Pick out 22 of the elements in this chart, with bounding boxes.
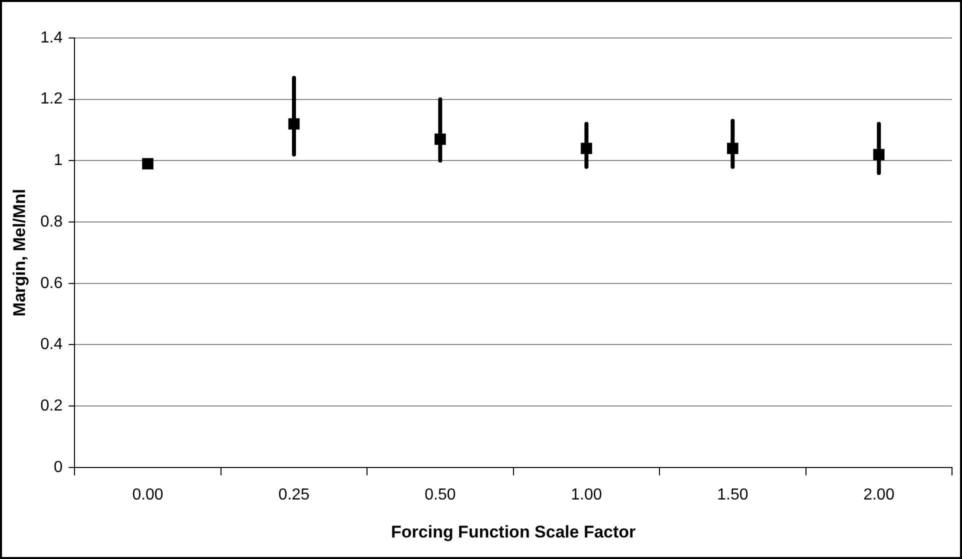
y-tick-label: 1.2	[40, 90, 63, 108]
point	[142, 158, 154, 170]
point	[580, 142, 592, 154]
y-tick-label: 1	[54, 152, 63, 170]
x-tick-label: 1.50	[717, 486, 748, 504]
x-tick-label: 0.25	[278, 486, 310, 504]
y-tick-label: 1.4	[40, 29, 63, 46]
y-tick-label: 0.2	[40, 397, 63, 414]
point	[434, 134, 446, 145]
x-tick-label: 1.00	[570, 486, 602, 504]
x-axis-title: Forcing Function Scale Factor	[391, 522, 636, 542]
y-axis-title: Margin, Mel/Mnl	[10, 188, 29, 316]
y-tick-label: 0.4	[40, 336, 63, 354]
point	[727, 142, 738, 154]
x-tick-label: 0.50	[424, 486, 456, 504]
y-tick-label: 0.8	[40, 213, 63, 230]
x-tick-label: 2.00	[863, 486, 895, 504]
point	[873, 148, 885, 160]
point	[288, 118, 300, 130]
x-tick-label: 0.00	[132, 486, 164, 504]
y-tick-label: 0	[54, 458, 63, 476]
y-tick-label: 0.6	[40, 274, 63, 292]
